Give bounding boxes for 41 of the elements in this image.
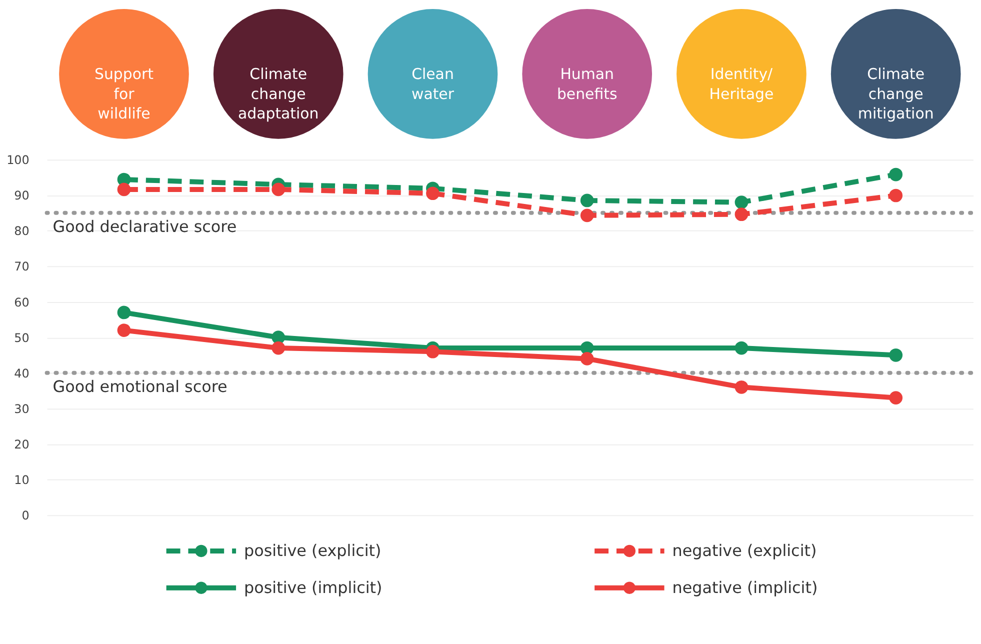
point — [734, 196, 748, 209]
ref-line-label: Good declarative score — [52, 216, 237, 236]
y-tick-label: 60 — [14, 295, 30, 310]
legend-label: negative (explicit) — [672, 540, 817, 560]
x-tick-label: Identity/ Heritage — [709, 64, 774, 103]
point — [889, 168, 903, 182]
x-tick-label: Clean water — [411, 64, 455, 103]
x-tick-label: Support for wildlife — [94, 64, 154, 123]
y-tick-label: 90 — [14, 188, 30, 203]
point — [734, 208, 748, 222]
point — [272, 182, 286, 196]
point — [889, 188, 903, 202]
y-tick-label: 20 — [14, 438, 30, 452]
x-tick-label: Climate change adaptation — [238, 64, 319, 123]
y-tick-label: 0 — [22, 508, 30, 523]
y-tick-label: 10 — [14, 473, 30, 488]
point — [272, 341, 286, 355]
y-tick-label: 30 — [14, 402, 30, 416]
legend-label: negative (implicit) — [672, 578, 818, 597]
point — [889, 348, 903, 362]
point — [117, 182, 131, 196]
point — [426, 186, 440, 200]
point — [734, 380, 748, 394]
point — [580, 208, 594, 222]
point — [889, 391, 903, 404]
legend-label: positive (implicit) — [244, 578, 382, 597]
y-tick-label: 100 — [6, 153, 30, 168]
x-tick-label: Climate change mitigation — [858, 64, 934, 123]
point — [734, 341, 748, 355]
ref-line-label: Good emotional score — [52, 376, 228, 396]
point — [117, 324, 131, 337]
y-tick-label: 40 — [14, 366, 30, 380]
point — [117, 306, 131, 320]
point — [580, 194, 594, 208]
y-tick-label: 80 — [14, 224, 30, 238]
point — [580, 352, 594, 366]
point — [426, 344, 440, 358]
legend-label: positive (explicit) — [244, 540, 382, 560]
y-tick-label: 70 — [14, 260, 30, 274]
x-tick-label: Human benefits — [556, 64, 618, 103]
y-tick-label: 50 — [14, 330, 30, 345]
